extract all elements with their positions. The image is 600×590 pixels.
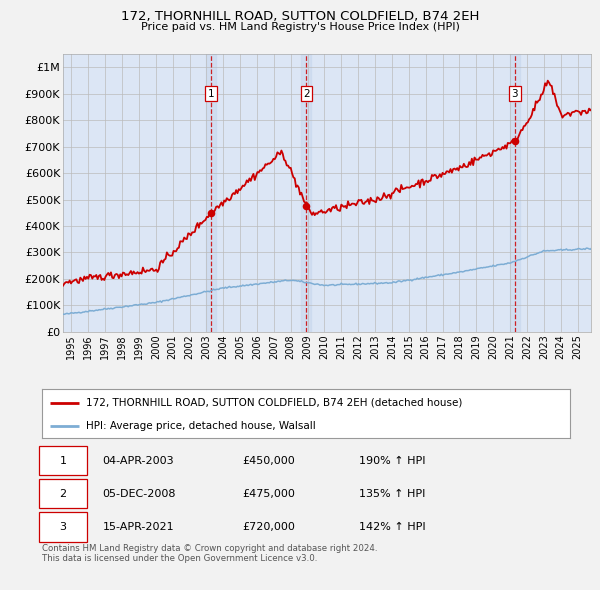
- Text: 2: 2: [303, 89, 310, 99]
- Text: £475,000: £475,000: [242, 489, 296, 499]
- Bar: [510, 54, 520, 332]
- Text: 3: 3: [59, 522, 67, 532]
- Text: 15-APR-2021: 15-APR-2021: [103, 522, 175, 532]
- Text: Contains HM Land Registry data © Crown copyright and database right 2024.
This d: Contains HM Land Registry data © Crown c…: [42, 544, 377, 563]
- Text: £450,000: £450,000: [242, 456, 295, 466]
- Text: 172, THORNHILL ROAD, SUTTON COLDFIELD, B74 2EH (detached house): 172, THORNHILL ROAD, SUTTON COLDFIELD, B…: [86, 398, 462, 408]
- Point: [302, 201, 311, 211]
- Bar: [301, 54, 311, 332]
- Text: 172, THORNHILL ROAD, SUTTON COLDFIELD, B74 2EH: 172, THORNHILL ROAD, SUTTON COLDFIELD, B…: [121, 10, 479, 23]
- Text: £720,000: £720,000: [242, 522, 296, 532]
- FancyBboxPatch shape: [40, 513, 87, 542]
- Bar: [206, 54, 216, 332]
- Text: 190% ↑ HPI: 190% ↑ HPI: [359, 456, 425, 466]
- Text: Price paid vs. HM Land Registry's House Price Index (HPI): Price paid vs. HM Land Registry's House …: [140, 22, 460, 32]
- FancyBboxPatch shape: [40, 446, 87, 476]
- Point: [510, 137, 520, 146]
- FancyBboxPatch shape: [40, 479, 87, 509]
- Text: 3: 3: [512, 89, 518, 99]
- Text: 142% ↑ HPI: 142% ↑ HPI: [359, 522, 425, 532]
- Text: 1: 1: [208, 89, 214, 99]
- Text: 2: 2: [59, 489, 67, 499]
- Point: [206, 208, 216, 218]
- Text: 1: 1: [59, 456, 67, 466]
- Text: HPI: Average price, detached house, Walsall: HPI: Average price, detached house, Wals…: [86, 421, 316, 431]
- Text: 135% ↑ HPI: 135% ↑ HPI: [359, 489, 425, 499]
- Text: 05-DEC-2008: 05-DEC-2008: [103, 489, 176, 499]
- Text: 04-APR-2003: 04-APR-2003: [103, 456, 175, 466]
